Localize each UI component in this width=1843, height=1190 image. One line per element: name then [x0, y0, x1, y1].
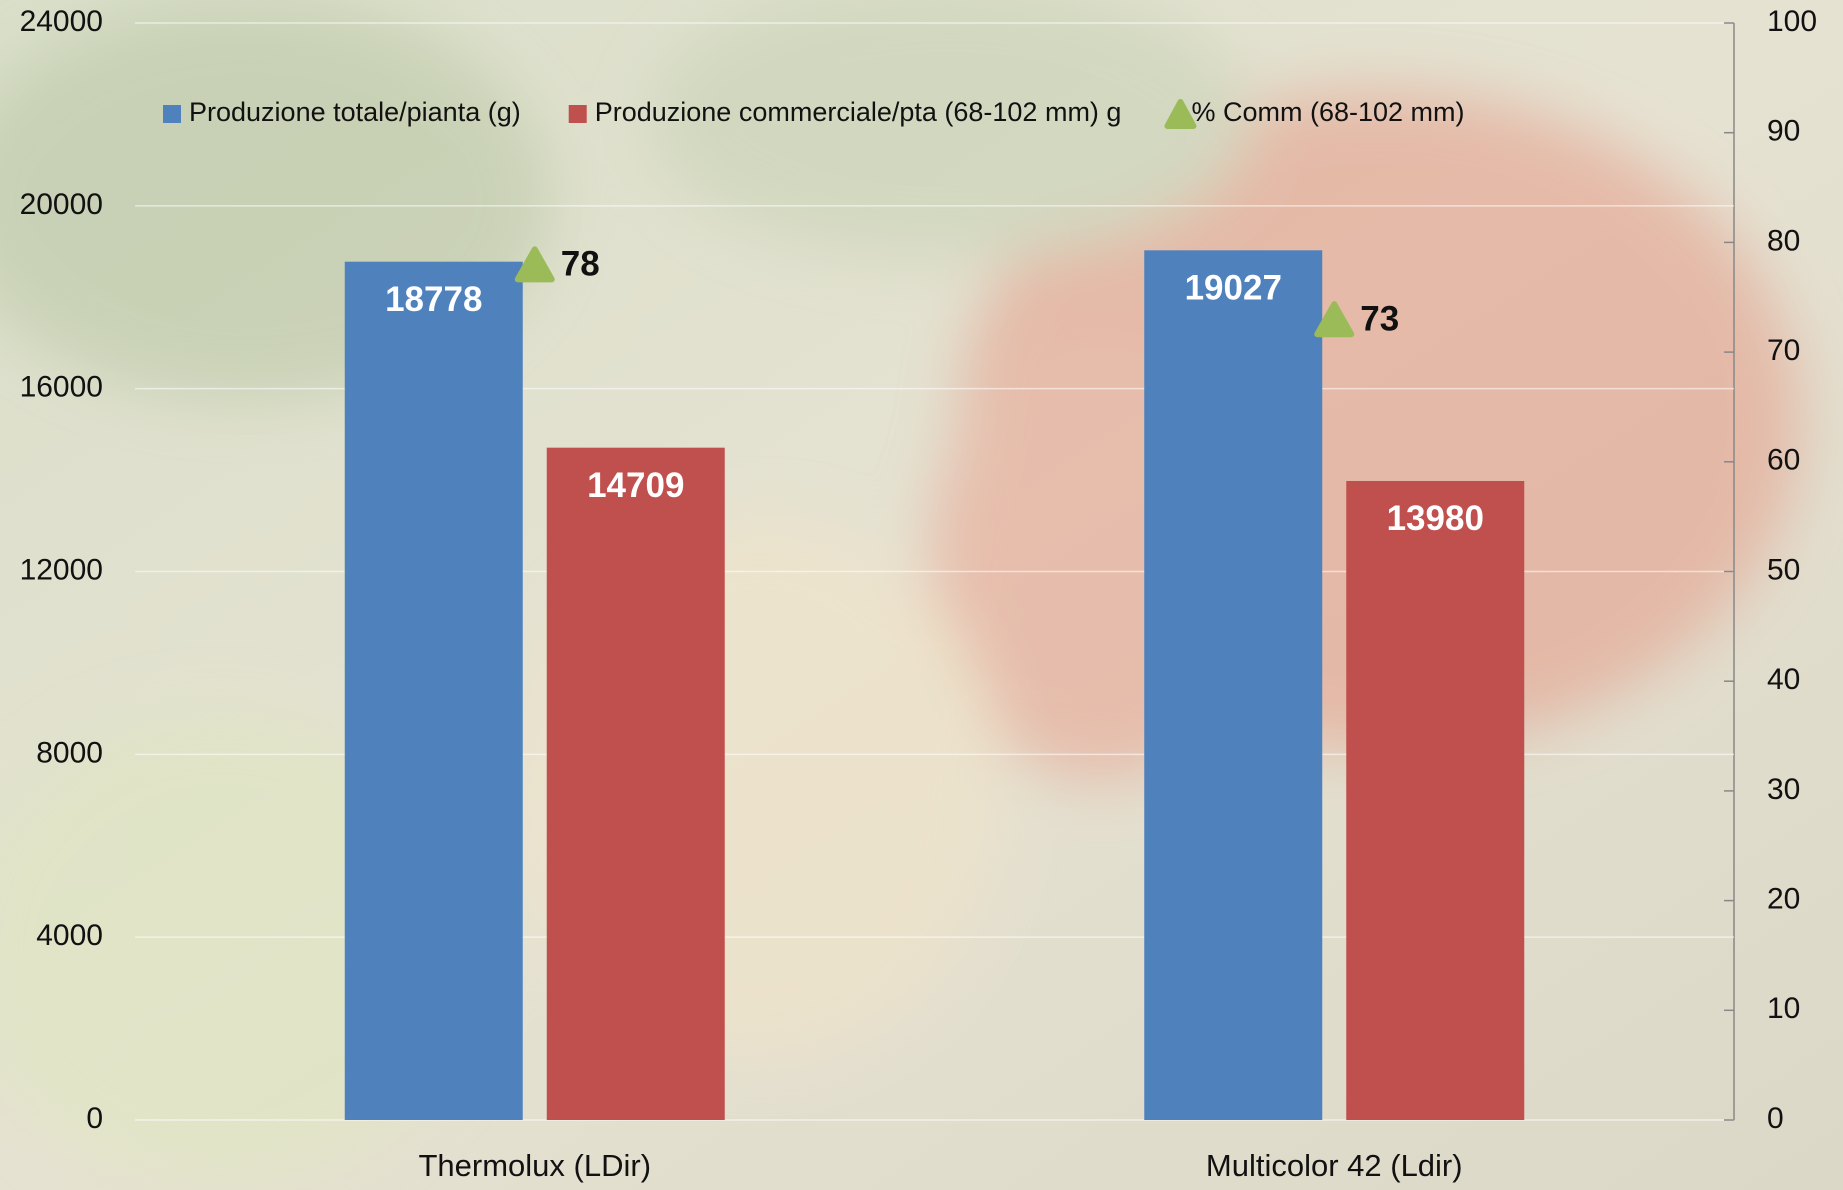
y2-tick-label: 40	[1767, 663, 1800, 696]
value-label: 73	[1360, 299, 1399, 338]
legend-marker	[163, 105, 181, 123]
value-label: 78	[561, 245, 600, 284]
value-label: 13980	[1387, 499, 1484, 538]
bar	[547, 448, 725, 1120]
y-tick-label: 20000	[20, 188, 103, 221]
legend-marker	[569, 105, 587, 123]
legend-label: Produzione commerciale/pta (68-102 mm) g	[595, 97, 1122, 127]
x-tick-label: Multicolor 42 (Ldir)	[1206, 1148, 1463, 1183]
bar	[1144, 250, 1322, 1120]
y2-tick-label: 20	[1767, 883, 1800, 916]
legend-label: Produzione totale/pianta (g)	[189, 97, 521, 127]
y2-tick-label: 10	[1767, 992, 1800, 1025]
value-label: 14709	[587, 466, 684, 505]
y2-tick-label: 90	[1767, 115, 1800, 148]
y2-tick-label: 30	[1767, 773, 1800, 806]
value-label: 19027	[1185, 269, 1282, 308]
y2-tick-label: 100	[1767, 5, 1817, 38]
y2-tick-label: 80	[1767, 224, 1800, 257]
y2-tick-label: 50	[1767, 553, 1800, 586]
value-label: 18778	[385, 280, 482, 319]
y2-tick-label: 60	[1767, 444, 1800, 477]
x-tick-label: Thermolux (LDir)	[418, 1148, 651, 1183]
y-tick-label: 4000	[36, 919, 103, 952]
y2-tick-label: 0	[1767, 1102, 1784, 1135]
y-tick-label: 16000	[20, 371, 103, 404]
y-tick-label: 24000	[20, 5, 103, 38]
legend-label: % Comm (68-102 mm)	[1191, 97, 1464, 127]
chart: 0 4000 8000 12000 16000 20000 24000 0 10 20 30 40 50…	[0, 0, 1843, 1190]
y-tick-label: 0	[86, 1102, 103, 1135]
y-tick-label: 8000	[36, 736, 103, 769]
y-tick-label: 12000	[20, 553, 103, 586]
y2-tick-label: 70	[1767, 334, 1800, 367]
bar	[345, 262, 523, 1120]
bar	[1346, 481, 1524, 1120]
